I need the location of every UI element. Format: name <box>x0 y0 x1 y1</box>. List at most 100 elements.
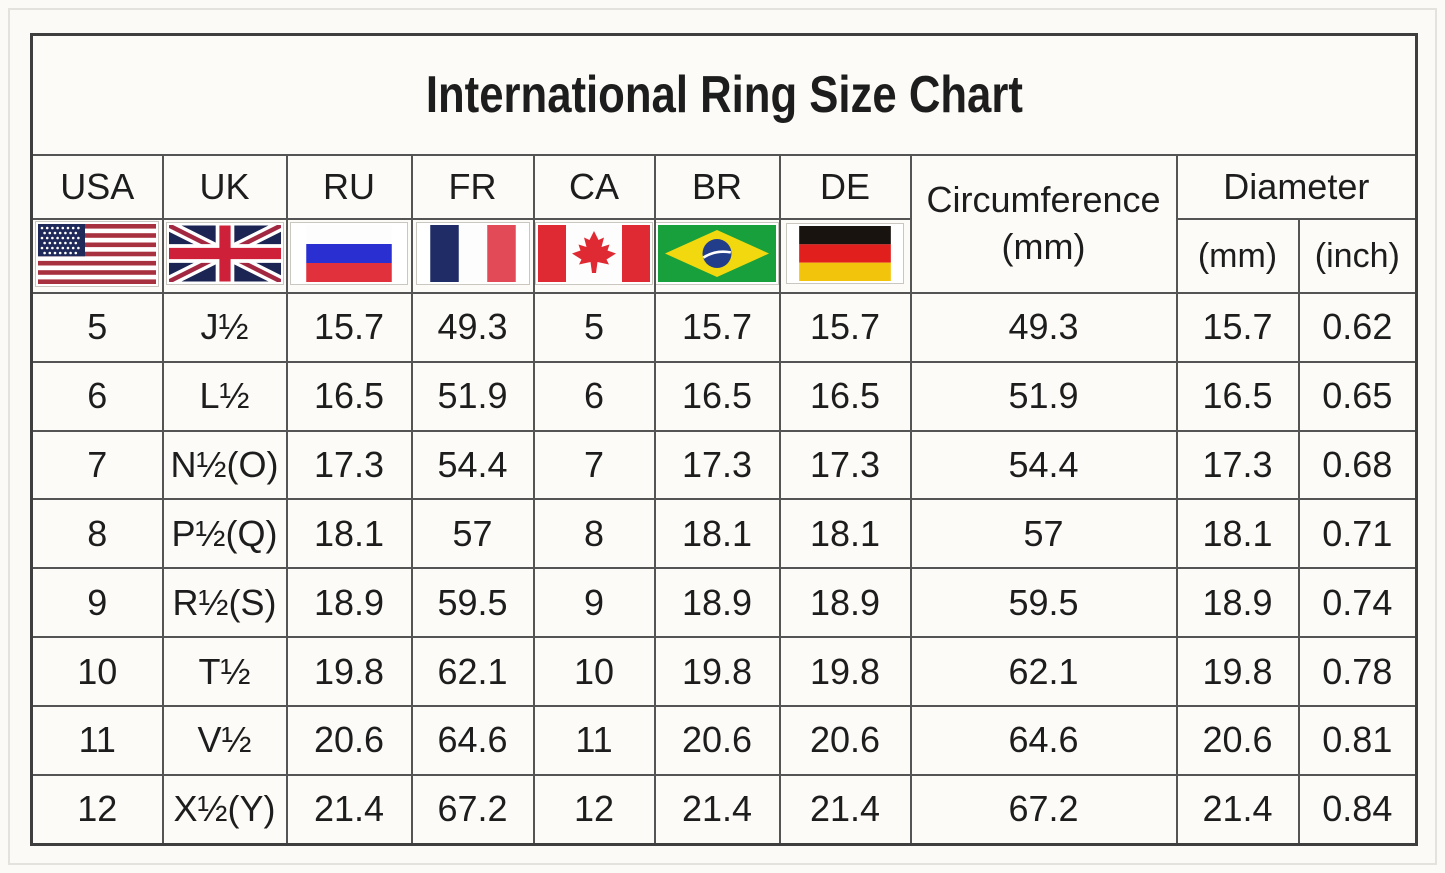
table-row: 8 P½(Q) 18.1 57 8 18.1 18.1 57 18.1 0.71 <box>30 498 1418 570</box>
cell-usa: 10 <box>30 636 164 707</box>
cell-uk: L½ <box>161 360 288 432</box>
cell-ru: 20.6 <box>285 704 413 776</box>
col-header-fr: FR <box>410 154 535 220</box>
col-header-diameter: Diameter <box>1175 154 1418 220</box>
cell-diameter-mm: 19.8 <box>1175 636 1300 707</box>
col-header-circumference: Circumference (mm) <box>909 154 1178 294</box>
cell-br: 18.9 <box>653 567 781 639</box>
cell-usa: 9 <box>30 567 164 639</box>
ring-table-body: 5 J½ 15.7 49.3 5 15.7 15.7 49.3 15.7 0.6… <box>30 292 1418 846</box>
cell-ca: 8 <box>532 498 656 570</box>
cell-ru: 17.3 <box>285 429 413 501</box>
ring-size-table: International Ring Size Chart USA UK RU … <box>30 33 1419 846</box>
flag-cell-fr <box>410 218 535 294</box>
cell-br: 16.5 <box>653 360 781 432</box>
col-header-ca: CA <box>532 154 656 220</box>
cell-ru: 16.5 <box>285 360 413 432</box>
chart-title: International Ring Size Chart <box>425 66 1023 124</box>
flag-cell-ca <box>532 218 656 294</box>
cell-fr: 67.2 <box>410 773 535 846</box>
cell-diameter-mm: 18.9 <box>1175 567 1300 639</box>
cell-circumference-mm: 59.5 <box>909 567 1178 639</box>
cell-uk: V½ <box>161 704 288 776</box>
cell-fr: 51.9 <box>410 360 535 432</box>
cell-ru: 18.9 <box>285 567 413 639</box>
cell-diameter-inch: 0.68 <box>1297 429 1418 501</box>
table-row: 6 L½ 16.5 51.9 6 16.5 16.5 51.9 16.5 0.6… <box>30 360 1418 432</box>
cell-ru: 19.8 <box>285 636 413 707</box>
cell-ca: 9 <box>532 567 656 639</box>
cell-diameter-inch: 0.62 <box>1297 292 1418 363</box>
circumference-label-line1: Circumference <box>926 179 1161 221</box>
cell-de: 21.4 <box>778 773 912 846</box>
cell-de: 15.7 <box>778 292 912 363</box>
cell-br: 17.3 <box>653 429 781 501</box>
flag-cell-br <box>653 218 781 294</box>
cell-ca: 7 <box>532 429 656 501</box>
cell-uk: T½ <box>161 636 288 707</box>
cell-usa: 5 <box>30 292 164 363</box>
col-subheader-diameter-inch: (inch) <box>1297 218 1418 294</box>
cell-br: 19.8 <box>653 636 781 707</box>
page: International Ring Size Chart USA UK RU … <box>30 33 1419 846</box>
circumference-label-line2: (mm) <box>1001 226 1086 267</box>
cell-uk: N½(O) <box>161 429 288 501</box>
cell-ca: 11 <box>532 704 656 776</box>
cell-uk: P½(Q) <box>161 498 288 570</box>
cell-ca: 10 <box>532 636 656 707</box>
cell-uk: X½(Y) <box>161 773 288 846</box>
title-row: International Ring Size Chart <box>30 33 1418 156</box>
table-row: 7 N½(O) 17.3 54.4 7 17.3 17.3 54.4 17.3 … <box>30 429 1418 501</box>
flag-cell-ru <box>285 218 413 294</box>
cell-usa: 11 <box>30 704 164 776</box>
cell-fr: 64.6 <box>410 704 535 776</box>
cell-diameter-mm: 20.6 <box>1175 704 1300 776</box>
cell-fr: 62.1 <box>410 636 535 707</box>
cell-de: 17.3 <box>778 429 912 501</box>
cell-ru: 18.1 <box>285 498 413 570</box>
cell-circumference-mm: 67.2 <box>909 773 1178 846</box>
canada-flag-icon <box>536 223 652 284</box>
russia-flag-icon <box>291 223 407 284</box>
cell-de: 20.6 <box>778 704 912 776</box>
cell-circumference-mm: 54.4 <box>909 429 1178 501</box>
flag-cell-uk <box>161 218 288 294</box>
cell-ru: 15.7 <box>285 292 413 363</box>
cell-fr: 49.3 <box>410 292 535 363</box>
cell-diameter-inch: 0.78 <box>1297 636 1418 707</box>
table-row: 11 V½ 20.6 64.6 11 20.6 20.6 64.6 20.6 0… <box>30 704 1418 776</box>
cell-ca: 5 <box>532 292 656 363</box>
col-header-uk: UK <box>161 154 288 220</box>
col-header-de: DE <box>778 154 912 220</box>
title-cell: International Ring Size Chart <box>30 33 1418 156</box>
cell-br: 18.1 <box>653 498 781 570</box>
cell-diameter-inch: 0.81 <box>1297 704 1418 776</box>
cell-diameter-mm: 21.4 <box>1175 773 1300 846</box>
cell-usa: 12 <box>30 773 164 846</box>
cell-fr: 59.5 <box>410 567 535 639</box>
cell-diameter-mm: 15.7 <box>1175 292 1300 363</box>
flag-cell-de <box>778 218 912 294</box>
brazil-flag-icon <box>656 223 778 284</box>
cell-diameter-mm: 16.5 <box>1175 360 1300 432</box>
cell-ru: 21.4 <box>285 773 413 846</box>
cell-diameter-inch: 0.65 <box>1297 360 1418 432</box>
flag-row: (mm) (inch) <box>30 218 1418 294</box>
table-row: 10 T½ 19.8 62.1 10 19.8 19.8 62.1 19.8 0… <box>30 636 1418 707</box>
cell-usa: 7 <box>30 429 164 501</box>
france-flag-icon <box>416 223 529 284</box>
cell-fr: 54.4 <box>410 429 535 501</box>
cell-diameter-inch: 0.71 <box>1297 498 1418 570</box>
cell-ca: 6 <box>532 360 656 432</box>
cell-br: 15.7 <box>653 292 781 363</box>
uk-flag-icon <box>166 223 283 284</box>
cell-br: 21.4 <box>653 773 781 846</box>
cell-de: 19.8 <box>778 636 912 707</box>
country-header-row: USA UK RU FR CA BR DE Circumference (mm)… <box>30 154 1418 294</box>
col-subheader-diameter-mm: (mm) <box>1175 218 1300 294</box>
cell-diameter-inch: 0.74 <box>1297 567 1418 639</box>
cell-circumference-mm: 62.1 <box>909 636 1178 707</box>
cell-circumference-mm: 49.3 <box>909 292 1178 363</box>
col-header-br: BR <box>653 154 781 220</box>
cell-circumference-mm: 51.9 <box>909 360 1178 432</box>
